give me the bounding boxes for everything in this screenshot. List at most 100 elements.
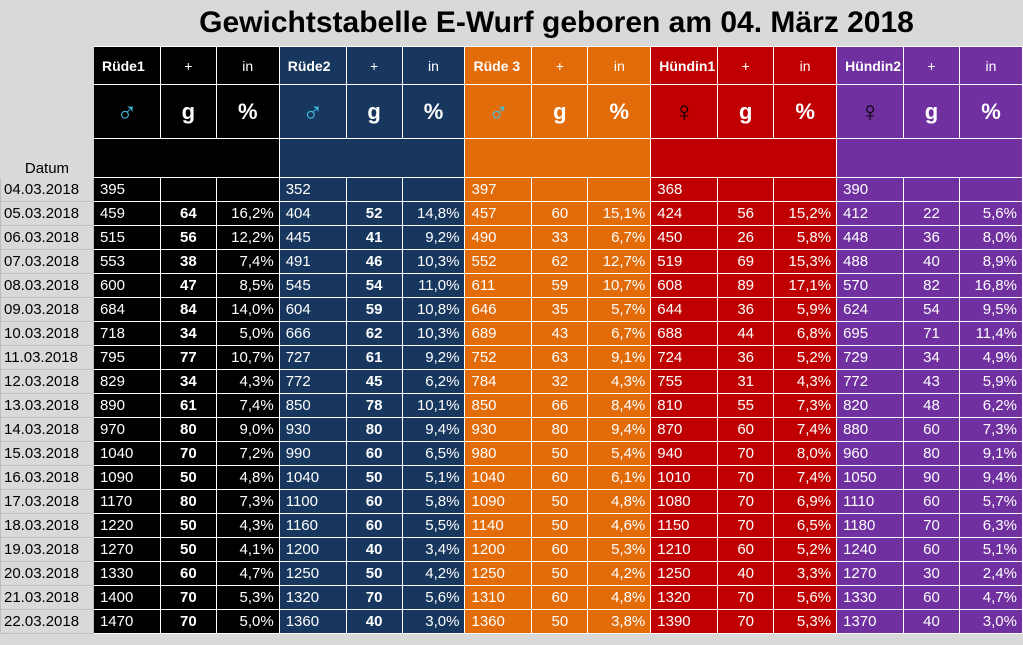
percent-cell: 6,7% bbox=[587, 321, 652, 346]
unit-percent: % bbox=[401, 84, 466, 139]
table-row: 10.03.2018 718 34 5,0% 666 62 10,3% 689 43 6,7% 68… bbox=[0, 321, 1023, 346]
plus-header: + bbox=[903, 46, 960, 85]
weight-cell: 930 bbox=[464, 417, 533, 442]
gain-cell: 44 bbox=[717, 321, 775, 346]
percent-cell: 8,0% bbox=[773, 441, 838, 466]
gain-cell: 50 bbox=[531, 513, 589, 538]
puppy-name: Hündin1 bbox=[650, 46, 719, 85]
weight-cell: 624 bbox=[836, 297, 905, 322]
weight-cell: 1140 bbox=[464, 513, 533, 538]
gain-cell: 80 bbox=[345, 417, 403, 442]
percent-cell bbox=[958, 177, 1023, 202]
gain-cell: 52 bbox=[345, 201, 403, 226]
table-row: 06.03.2018 515 56 12,2% 445 41 9,2% 490 33 6,7% 45… bbox=[0, 225, 1023, 250]
percent-cell: 4,2% bbox=[401, 561, 466, 586]
gain-cell: 60 bbox=[717, 537, 775, 562]
percent-cell: 9,4% bbox=[958, 465, 1023, 490]
percent-cell: 11,0% bbox=[401, 273, 466, 298]
percent-cell: 8,9% bbox=[958, 249, 1023, 274]
color-band bbox=[92, 138, 280, 178]
percent-cell: 2,4% bbox=[958, 561, 1023, 586]
gain-cell bbox=[717, 177, 775, 202]
gain-cell: 78 bbox=[345, 393, 403, 418]
gain-cell: 61 bbox=[159, 393, 217, 418]
gain-cell: 38 bbox=[159, 249, 217, 274]
gain-cell: 41 bbox=[345, 225, 403, 250]
table-row: 20.03.2018 1330 60 4,7% 1250 50 4,2% 1250 50 4,2%… bbox=[0, 561, 1023, 586]
weight-cell: 1040 bbox=[92, 441, 161, 466]
percent-cell: 7,2% bbox=[215, 441, 280, 466]
gain-cell: 56 bbox=[717, 201, 775, 226]
unit-grams: g bbox=[345, 84, 403, 139]
puppy-name: Hündin2 bbox=[836, 46, 905, 85]
gain-cell: 89 bbox=[717, 273, 775, 298]
percent-cell: 15,1% bbox=[587, 201, 652, 226]
gain-cell: 48 bbox=[903, 393, 960, 418]
weight-cell: 1270 bbox=[836, 561, 905, 586]
weight-cell: 795 bbox=[92, 345, 161, 370]
gain-cell: 70 bbox=[717, 585, 775, 610]
gain-cell: 80 bbox=[159, 489, 217, 514]
gain-cell: 60 bbox=[531, 585, 589, 610]
weight-cell: 1250 bbox=[650, 561, 719, 586]
gain-cell: 60 bbox=[531, 201, 589, 226]
corner-cell bbox=[0, 46, 94, 85]
gain-cell: 60 bbox=[345, 513, 403, 538]
percent-cell: 4,2% bbox=[587, 561, 652, 586]
percent-cell: 5,9% bbox=[958, 369, 1023, 394]
gain-cell: 61 bbox=[345, 345, 403, 370]
table-row: 18.03.2018 1220 50 4,3% 1160 60 5,5% 1140 50 4,6%… bbox=[0, 513, 1023, 538]
date-cell: 19.03.2018 bbox=[0, 537, 94, 562]
gain-cell: 70 bbox=[717, 441, 775, 466]
weight-cell: 395 bbox=[92, 177, 161, 202]
gain-cell: 50 bbox=[531, 441, 589, 466]
table-row: 17.03.2018 1170 80 7,3% 1100 60 5,8% 1090 50 4,8%… bbox=[0, 489, 1023, 514]
percent-cell: 6,7% bbox=[587, 225, 652, 250]
weight-cell: 412 bbox=[836, 201, 905, 226]
male-symbol-icon: ♂ bbox=[278, 84, 347, 139]
gain-cell: 62 bbox=[345, 321, 403, 346]
weight-cell: 445 bbox=[278, 225, 347, 250]
percent-cell: 7,4% bbox=[773, 465, 838, 490]
table-row: 19.03.2018 1270 50 4,1% 1200 40 3,4% 1200 60 5,3%… bbox=[0, 537, 1023, 562]
gain-cell: 80 bbox=[159, 417, 217, 442]
date-cell: 18.03.2018 bbox=[0, 513, 94, 538]
weight-cell: 752 bbox=[464, 345, 533, 370]
table-row: 22.03.2018 1470 70 5,0% 1360 40 3,0% 1360 50 3,8%… bbox=[0, 609, 1023, 634]
unit-grams: g bbox=[903, 84, 960, 139]
percent-cell: 9,2% bbox=[401, 345, 466, 370]
weight-cell: 870 bbox=[650, 417, 719, 442]
gain-cell: 40 bbox=[717, 561, 775, 586]
percent-cell: 6,1% bbox=[587, 465, 652, 490]
percent-cell: 14,0% bbox=[215, 297, 280, 322]
percent-cell: 9,4% bbox=[587, 417, 652, 442]
gain-cell: 82 bbox=[903, 273, 960, 298]
gain-cell bbox=[903, 177, 960, 202]
gain-cell: 70 bbox=[159, 609, 217, 634]
gain-cell: 64 bbox=[159, 201, 217, 226]
table-row: 11.03.2018 795 77 10,7% 727 61 9,2% 752 63 9,1% 72… bbox=[0, 345, 1023, 370]
weight-cell: 850 bbox=[464, 393, 533, 418]
weight-cell: 810 bbox=[650, 393, 719, 418]
date-cell: 04.03.2018 bbox=[0, 177, 94, 202]
percent-cell: 4,8% bbox=[215, 465, 280, 490]
weight-cell: 980 bbox=[464, 441, 533, 466]
percent-cell: 5,3% bbox=[587, 537, 652, 562]
percent-cell: 7,4% bbox=[773, 417, 838, 442]
percent-cell: 5,6% bbox=[773, 585, 838, 610]
female-symbol-icon: ♀ bbox=[650, 84, 719, 139]
gain-cell: 33 bbox=[531, 225, 589, 250]
table-row: 05.03.2018 459 64 16,2% 404 52 14,8% 457 60 15,1%… bbox=[0, 201, 1023, 226]
percent-cell: 5,0% bbox=[215, 609, 280, 634]
corner-cell bbox=[0, 84, 94, 139]
percent-cell bbox=[401, 177, 466, 202]
gain-cell: 56 bbox=[159, 225, 217, 250]
weight-cell: 404 bbox=[278, 201, 347, 226]
percent-cell: 10,8% bbox=[401, 297, 466, 322]
percent-cell: 7,3% bbox=[958, 417, 1023, 442]
weight-cell: 1090 bbox=[464, 489, 533, 514]
gain-cell: 46 bbox=[345, 249, 403, 274]
gain-cell: 59 bbox=[345, 297, 403, 322]
gain-cell: 60 bbox=[159, 561, 217, 586]
gain-cell: 60 bbox=[903, 585, 960, 610]
